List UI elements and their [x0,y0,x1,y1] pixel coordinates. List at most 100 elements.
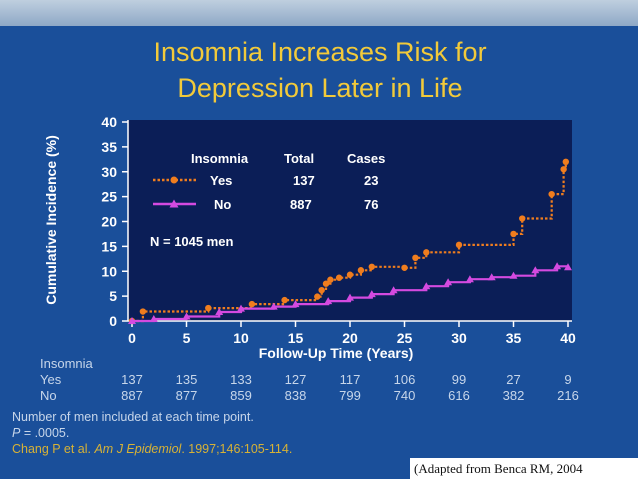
y-tick-label-15: 15 [101,238,117,254]
top-banner [0,0,638,26]
sample-size-annotation: N = 1045 men [150,234,234,249]
x-tick-label-35: 35 [506,330,522,346]
table-cell-no-10: 859 [230,388,252,403]
series-no-point-5 [269,302,278,310]
table-cells: 137 135 133 127 117 106 99 27 9 887 877 859 838 799 74… [121,372,579,403]
legend-header-total: Total [284,151,314,166]
series-yes-point-3 [248,300,256,308]
y-tick-label-10: 10 [101,263,117,279]
series-yes-point-1 [139,308,147,315]
series-no-point-13 [465,275,474,283]
series-no-point-2 [182,312,191,320]
legend-no-label: No [214,197,231,212]
series-no-point-9 [367,290,376,298]
table-row-label-yes: Yes [40,372,62,387]
series-no-point-15 [509,271,518,279]
table-cell-yes-40: 9 [564,372,571,387]
x-tick-label-0: 0 [128,330,136,346]
note-men-included: Number of men included at each time poin… [12,410,254,424]
series-no-point-0 [128,317,136,324]
legend-header-insomnia: Insomnia [191,151,249,166]
table-cell-no-30: 616 [448,388,470,403]
x-axis-label: Follow-Up Time (Years) [259,345,414,361]
x-tick-label-20: 20 [342,330,358,346]
series-yes-point-17 [510,230,517,238]
x-tick-label-25: 25 [397,330,413,346]
series-yes-point-19 [548,190,555,198]
series-yes-point-8 [327,276,334,283]
data-series [128,158,572,325]
p-value: = .0005. [20,426,70,440]
title-line-1: Insomnia Increases Risk for [153,37,487,67]
y-tick-label-25: 25 [101,189,117,205]
series-no-point-18 [564,263,572,271]
table-cell-no-0: 887 [121,388,143,403]
table-cell-yes-0: 137 [121,372,143,387]
table-cell-yes-20: 117 [340,372,361,387]
y-tick-label-20: 20 [101,214,117,230]
table-cell-yes-25: 106 [394,372,416,387]
x-tick-label-15: 15 [288,330,304,346]
table-cell-yes-30: 99 [452,372,466,387]
legend-yes-marker [170,176,178,184]
series-yes-point-16 [455,241,463,249]
series-yes-point-5 [314,293,321,300]
x-tick-label-5: 5 [183,330,191,346]
plot-area [128,120,572,321]
y-tick-label-30: 30 [101,164,117,180]
series-yes-point-13 [401,264,408,271]
table-row-label-no: No [40,388,57,403]
legend-yes-label: Yes [210,173,232,188]
x-tick-label-10: 10 [233,330,249,346]
note-p-value: P = .0005. [12,425,292,441]
legend-no-total: 887 [290,197,312,212]
table-cell-no-40: 216 [557,388,579,403]
legend-no-marker [169,199,179,208]
title-line-2: Depression Later in Life [177,73,463,103]
series-no-point-11 [422,282,431,290]
table-cell-yes-5: 135 [176,372,198,387]
source-footer: (Adapted from Benca RM, 2004 [410,458,638,479]
table-row-label-insomnia: Insomnia [40,356,94,371]
series-yes-point-12 [368,263,375,270]
table-cell-no-20: 799 [339,388,361,403]
legend: Insomnia Total Cases Yes 137 23 No 887 7… [153,151,385,212]
citation: Chang P et al. Am J Epidemiol. 1997;146:… [12,441,292,457]
series-yes-point-18 [519,215,526,222]
y-axis-label: Cumulative Incidence (%) [43,135,59,305]
table-cell-no-5: 877 [176,388,198,403]
slide-title: Insomnia Increases Risk for Depression L… [90,34,550,106]
series-yes-point-9 [335,274,343,281]
series-yes-point-6 [318,286,325,294]
table-cell-no-25: 740 [394,388,416,403]
series-no-point-14 [487,273,496,281]
series-yes-point-7 [322,280,330,287]
table-cell-yes-15: 127 [285,372,307,387]
series-no-point-17 [553,262,562,270]
series-yes-point-4 [281,296,288,304]
series-no-point-7 [324,297,333,305]
slide-notes: Number of men included at each time poin… [12,409,292,457]
legend-no-cases: 76 [364,197,378,212]
series-no-point-4 [237,304,245,312]
legend-yes-total: 137 [293,173,315,188]
legend-header-cases: Cases [347,151,385,166]
p-label: P [12,426,21,440]
series-no-point-12 [444,278,453,286]
y-tick-label-40: 40 [101,114,117,130]
legend-yes-cases: 23 [364,173,378,188]
series-no-point-3 [215,308,224,315]
series-yes-point-10 [346,271,354,278]
citation-authors: Chang P et al. [12,442,95,456]
table-cell-no-35: 382 [503,388,525,403]
numbers-at-risk-table: Insomnia Yes No 137 135 133 127 117 106 99 27 9 8… [40,356,579,403]
axis-ticks: 0 5 10 15 20 25 30 35 40 0 5 10 15 20 25 30 35 40 [101,114,576,346]
citation-rest: . 1997;146:105-114. [181,442,293,456]
y-tick-label-5: 5 [109,288,117,304]
series-no-point-16 [531,266,540,274]
x-tick-label-30: 30 [451,330,467,346]
series-yes-point-15 [423,249,430,256]
series-no-point-1 [149,315,158,322]
